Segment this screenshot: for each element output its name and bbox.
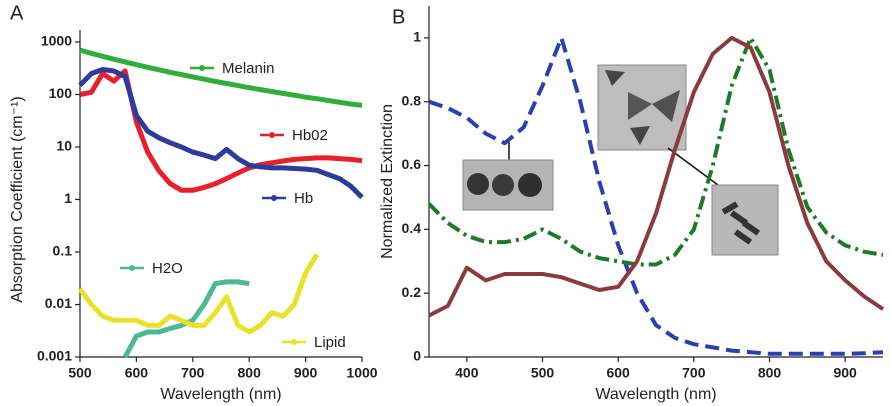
y-tick-label: 100 [49, 85, 73, 101]
y-tick-label: 0.6 [402, 156, 422, 172]
legend-label: Hb [294, 190, 313, 207]
x-axis-title: Wavelength (nm) [160, 386, 281, 403]
y-tick-label: 0.2 [402, 284, 422, 300]
y-tick-label: 0.4 [402, 220, 422, 236]
x-tick-label: 800 [238, 365, 262, 381]
y-tick-label: 0.8 [402, 92, 422, 108]
series-line [79, 47, 363, 108]
inset-triangles [597, 64, 719, 186]
y-tick-label: 0.001 [37, 348, 72, 364]
y-tick-label: 0 [413, 348, 421, 364]
panel: B 400 500 600 700 800 900 0 0.2 0.4 0.6 0.8 1 Wavelen… [379, 6, 885, 403]
x-tick-label: 1000 [346, 365, 377, 381]
y-tick-label: 1000 [41, 33, 72, 49]
series-line [77, 253, 320, 335]
legend-marker [129, 265, 135, 271]
legend-label: Lipid [314, 334, 346, 351]
panel-label: B [392, 6, 405, 28]
x-axis-title: Wavelength (nm) [595, 386, 716, 403]
legend-label: Melanin [222, 60, 275, 77]
y-tick-label: 0.01 [45, 295, 72, 311]
y-axis-title: Absorption Coefficient (cm⁻¹) [9, 96, 26, 302]
x-tick-label: 500 [531, 365, 555, 381]
x-tick-label: 400 [455, 365, 479, 381]
inset-rods [711, 184, 779, 256]
x-tick-label: 600 [606, 365, 630, 381]
y-tick-label: 1 [413, 29, 421, 45]
x-tick-label: 900 [294, 365, 318, 381]
legend-marker [291, 339, 297, 345]
x-tick-label: 500 [68, 365, 92, 381]
series-line [122, 279, 250, 359]
x-tick-label: 700 [682, 365, 706, 381]
y-tick-label: 0.1 [53, 243, 73, 259]
x-tick-label: 600 [125, 365, 149, 381]
series-line [428, 35, 885, 318]
y-tick-label: 1 [64, 190, 72, 206]
series-line [428, 35, 884, 356]
y-tick-label: 10 [56, 138, 72, 154]
legend-label: H2O [152, 260, 183, 277]
x-tick-label: 700 [181, 365, 205, 381]
x-tick-label: 800 [758, 365, 782, 381]
inset-spheres [462, 140, 554, 211]
panel-label: A [10, 2, 24, 24]
panel: A 500 600 700 800 900 1000 0.001 0.01 0.1 1 10 100 10… [9, 2, 378, 403]
legend-marker [199, 65, 205, 71]
series-line [427, 35, 884, 267]
legend-label: Hb02 [292, 127, 328, 144]
y-axis-title: Normalized Extinction [379, 104, 396, 259]
legend-marker [269, 132, 275, 138]
series-line [78, 67, 364, 200]
x-tick-label: 900 [833, 365, 857, 381]
legend-marker [271, 195, 277, 201]
